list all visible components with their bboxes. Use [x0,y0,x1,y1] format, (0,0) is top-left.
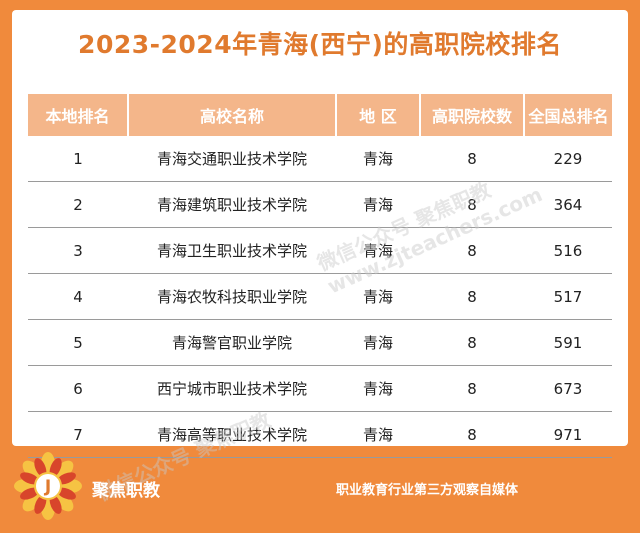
cell-school-count: 8 [420,319,524,366]
table-row: 2 青海建筑职业技术学院 青海 8 364 [28,181,612,228]
cell-local-rank: 1 [28,136,128,182]
header-school-name: 高校名称 [127,94,336,136]
cell-school-name: 青海建筑职业技术学院 [128,181,336,228]
table-row: 1 青海交通职业技术学院 青海 8 229 [28,136,612,182]
ranking-card: 2023-2024年青海(西宁)的高职院校排名 本地排名 高校名称 地 区 高职… [12,10,628,506]
cell-school-count: 8 [420,136,524,182]
brand-logo-icon: J [14,452,82,520]
cell-school-count: 8 [420,365,524,412]
cell-school-count: 8 [420,411,524,458]
cell-region: 青海 [336,227,420,274]
brand-name: 聚焦职教 [92,481,160,501]
cell-school-count: 8 [420,273,524,320]
page-title: 2023-2024年青海(西宁)的高职院校排名 [78,30,562,59]
cell-school-name: 青海交通职业技术学院 [128,136,336,182]
cell-region: 青海 [336,365,420,412]
brand-slogan: 职业教育行业第三方观察自媒体 [336,483,519,498]
cell-local-rank: 5 [28,319,128,366]
cell-school-count: 8 [420,181,524,228]
cell-national-rank: 971 [524,411,612,458]
cell-school-name: 青海警官职业学院 [128,319,336,366]
cell-national-rank: 229 [524,136,612,182]
header-region: 地 区 [335,94,420,136]
cell-local-rank: 6 [28,365,128,412]
table-row: 4 青海农牧科技职业学院 青海 8 517 [28,273,612,320]
cell-school-count: 8 [420,227,524,274]
table-row: 6 西宁城市职业技术学院 青海 8 673 [28,365,612,412]
cell-region: 青海 [336,181,420,228]
table-row: 3 青海卫生职业技术学院 青海 8 516 [28,227,612,274]
cell-region: 青海 [336,136,420,182]
cell-local-rank: 2 [28,181,128,228]
cell-school-name: 青海卫生职业技术学院 [128,227,336,274]
cell-region: 青海 [336,411,420,458]
cell-national-rank: 364 [524,181,612,228]
table-header-row: 本地排名 高校名称 地 区 高职院校数 全国总排名 [28,94,612,136]
header-local-rank: 本地排名 [28,94,128,136]
header-school-count: 高职院校数 [419,94,524,136]
cell-national-rank: 516 [524,227,612,274]
cell-school-name: 青海农牧科技职业学院 [128,273,336,320]
cell-region: 青海 [336,273,420,320]
table-row: 7 青海高等职业技术学院 青海 8 971 [28,411,612,458]
cell-school-name: 青海高等职业技术学院 [128,411,336,458]
cell-national-rank: 673 [524,365,612,412]
cell-local-rank: 7 [28,411,128,458]
cell-national-rank: 517 [524,273,612,320]
cell-national-rank: 591 [524,319,612,366]
header-national-rank: 全国总排名 [523,94,612,136]
cell-school-name: 西宁城市职业技术学院 [128,365,336,412]
cell-local-rank: 4 [28,273,128,320]
cell-local-rank: 3 [28,227,128,274]
svg-text:J: J [44,477,51,497]
cell-region: 青海 [336,319,420,366]
table-row: 5 青海警官职业学院 青海 8 591 [28,319,612,366]
ranking-table: 本地排名 高校名称 地 区 高职院校数 全国总排名 1 青海交通职业技术学院 青… [28,94,612,458]
